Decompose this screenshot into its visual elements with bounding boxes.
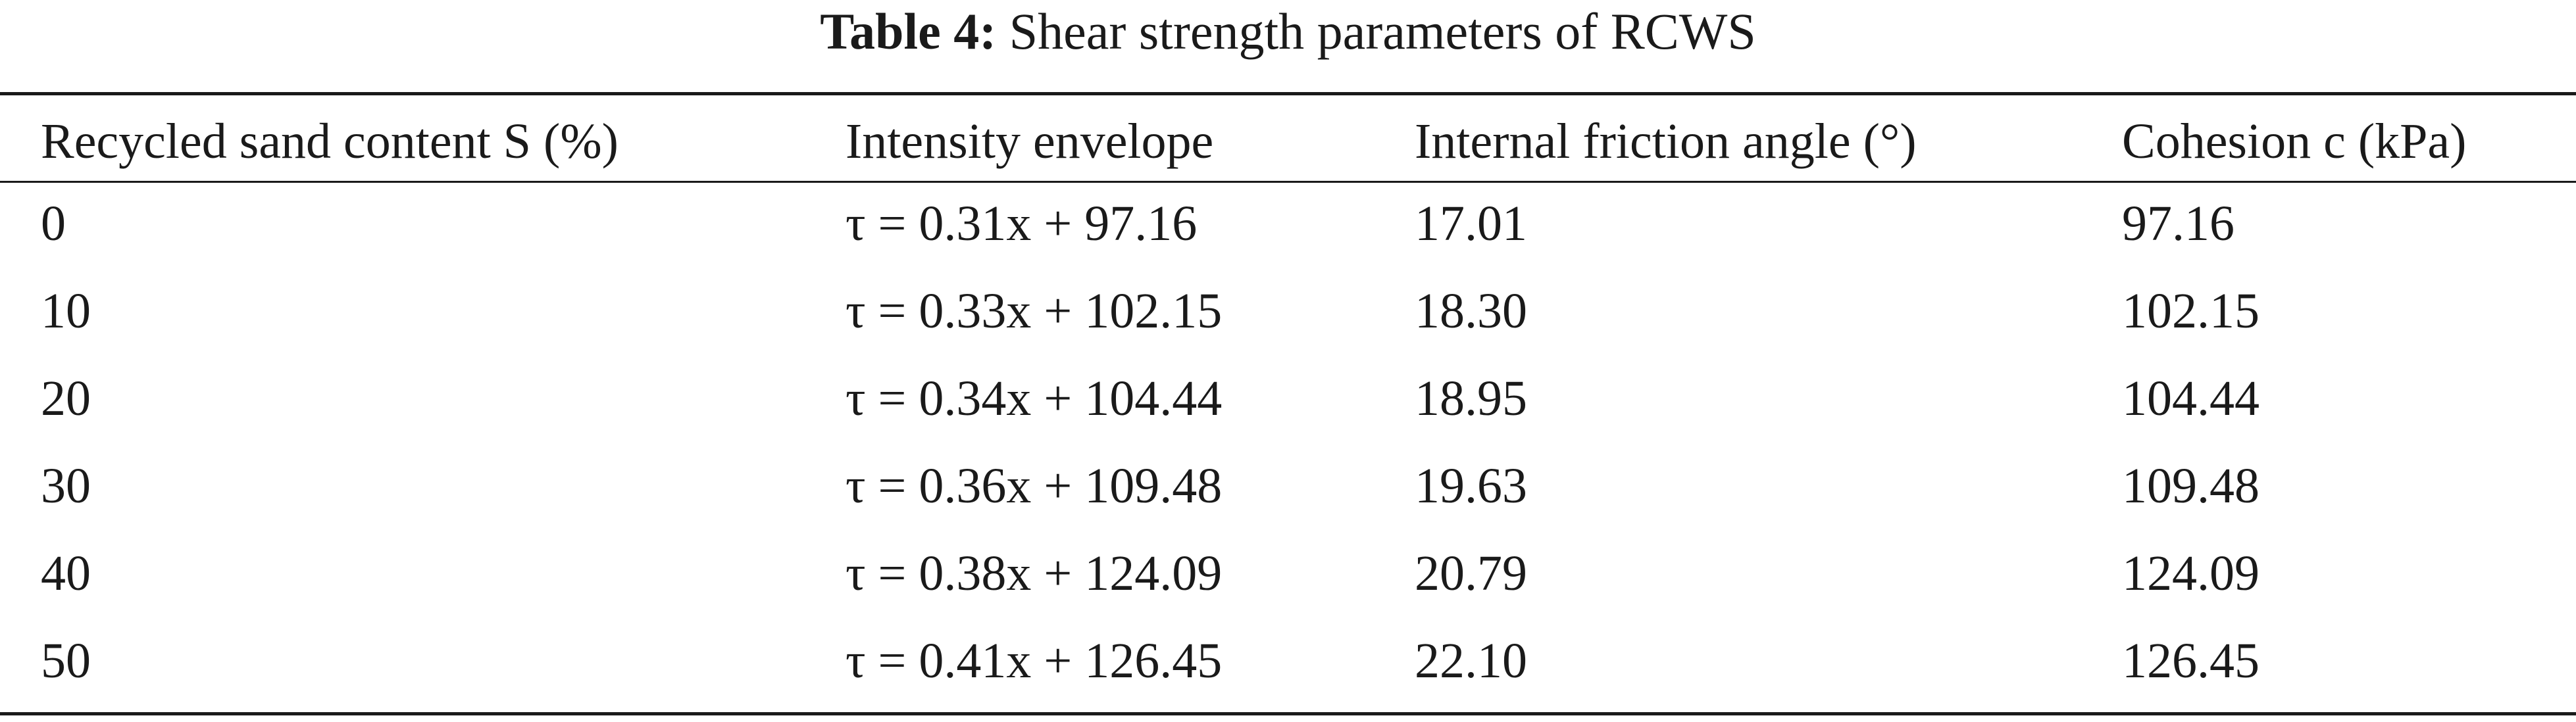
cell-sand-content: 0 xyxy=(41,196,66,251)
cell-envelope: τ = 0.33x + 102.15 xyxy=(846,283,1223,339)
header-cohesion: Cohesion c (kPa) xyxy=(2122,114,2467,169)
table-header-rule xyxy=(0,181,2576,183)
cell-sand-content: 30 xyxy=(41,458,91,514)
table-row: 0 τ = 0.31x + 97.16 17.01 97.16 xyxy=(0,191,2576,278)
header-recycled-sand-content: Recycled sand content S (%) xyxy=(41,114,619,169)
table-row: 10 τ = 0.33x + 102.15 18.30 102.15 xyxy=(0,278,2576,366)
cell-cohesion: 104.44 xyxy=(2122,371,2260,426)
table-row: 50 τ = 0.41x + 126.45 22.10 126.45 xyxy=(0,628,2576,715)
cell-envelope: τ = 0.31x + 97.16 xyxy=(846,196,1198,251)
header-internal-friction-angle: Internal friction angle (°) xyxy=(1415,114,1917,169)
cell-cohesion: 126.45 xyxy=(2122,633,2260,688)
cell-envelope: τ = 0.41x + 126.45 xyxy=(846,633,1223,688)
cell-envelope: τ = 0.38x + 124.09 xyxy=(846,546,1223,601)
table-top-rule xyxy=(0,92,2576,95)
cell-friction-angle: 18.95 xyxy=(1415,371,1527,426)
header-intensity-envelope: Intensity envelope xyxy=(846,114,1214,169)
table-caption-label: Table 4: xyxy=(820,3,997,60)
cell-friction-angle: 19.63 xyxy=(1415,458,1527,514)
cell-friction-angle: 20.79 xyxy=(1415,546,1527,601)
cell-sand-content: 40 xyxy=(41,546,91,601)
table-caption: Table 4: Shear strength parameters of RC… xyxy=(0,0,2576,72)
table-body: 0 τ = 0.31x + 97.16 17.01 97.16 10 τ = 0… xyxy=(0,191,2576,715)
cell-cohesion: 109.48 xyxy=(2122,458,2260,514)
table-header-row: Recycled sand content S (%) Intensity en… xyxy=(0,108,2576,174)
table-row: 40 τ = 0.38x + 124.09 20.79 124.09 xyxy=(0,541,2576,628)
cell-cohesion: 124.09 xyxy=(2122,546,2260,601)
cell-friction-angle: 17.01 xyxy=(1415,196,1527,251)
cell-envelope: τ = 0.36x + 109.48 xyxy=(846,458,1223,514)
table-row: 20 τ = 0.34x + 104.44 18.95 104.44 xyxy=(0,366,2576,453)
table-caption-text: Shear strength parameters of RCWS xyxy=(1009,3,1756,60)
cell-friction-angle: 18.30 xyxy=(1415,283,1527,339)
table-bottom-rule xyxy=(0,712,2576,715)
cell-envelope: τ = 0.34x + 104.44 xyxy=(846,371,1223,426)
cell-cohesion: 102.15 xyxy=(2122,283,2260,339)
cell-friction-angle: 22.10 xyxy=(1415,633,1527,688)
cell-sand-content: 50 xyxy=(41,633,91,688)
table-row: 30 τ = 0.36x + 109.48 19.63 109.48 xyxy=(0,453,2576,541)
cell-sand-content: 20 xyxy=(41,371,91,426)
cell-cohesion: 97.16 xyxy=(2122,196,2235,251)
cell-sand-content: 10 xyxy=(41,283,91,339)
